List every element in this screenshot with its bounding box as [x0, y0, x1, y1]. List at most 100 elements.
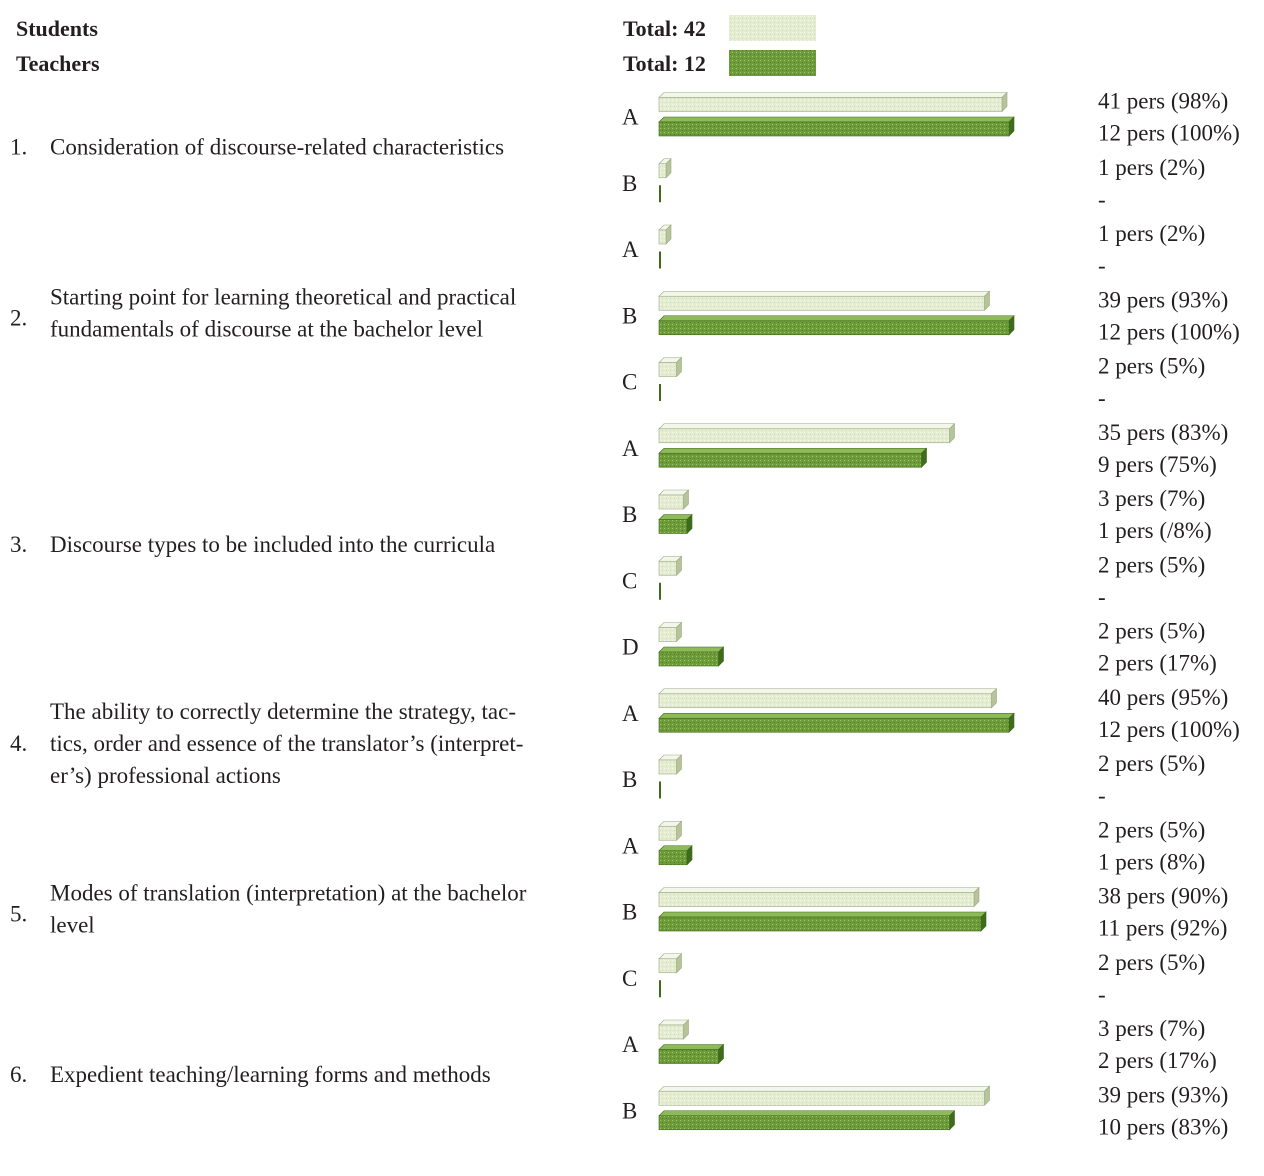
bar-students-q3-a-front — [658, 428, 950, 444]
bar-teachers-q3-d-top — [658, 646, 725, 653]
option-label-q4-b: B — [622, 767, 637, 792]
bar-students-q2-c-front — [658, 362, 677, 377]
question-text-1-line-1: Consideration of discourse-related chara… — [50, 135, 504, 160]
question-text-5-line-1: Modes of translation (interpretation) at… — [50, 881, 527, 906]
bar-students-q3-d-front — [658, 627, 677, 642]
value-students-q2-c: 2 pers (5%) — [1098, 354, 1205, 379]
legend-label-teachers: Teachers — [16, 51, 100, 76]
question-number-6: 6. — [10, 1062, 27, 1087]
bar-students-q6-b-front — [658, 1090, 985, 1106]
question-text-4-line-1: The ability to correctly determine the s… — [50, 699, 516, 724]
legend-swatch-students — [729, 15, 816, 41]
bar-teachers-q3-a-front — [658, 452, 922, 468]
question-text-5-line-2: level — [50, 913, 95, 938]
bar-students-q5-c-front — [658, 958, 677, 974]
bar-teachers-q5-c-stub — [659, 980, 661, 998]
bar-teachers-q5-b-top — [658, 911, 987, 918]
value-teachers-q3-b: 1 pers (/8%) — [1098, 518, 1212, 543]
bar-teachers-q2-b-top — [658, 315, 1015, 322]
value-students-q6-a: 3 pers (7%) — [1098, 1016, 1205, 1041]
question-text-6-line-1: Expedient teaching/learning forms and me… — [50, 1062, 491, 1087]
bar-students-q1-a-front — [658, 97, 1003, 112]
bar-students-q6-a — [658, 1019, 690, 1040]
bar-teachers-q3-a-top — [658, 447, 928, 454]
bar-teachers-q4-a-top — [658, 712, 1015, 719]
question-number-1: 1. — [10, 135, 27, 160]
bar-students-q4-a-top — [658, 688, 998, 695]
value-students-q4-a: 40 pers (95%) — [1098, 685, 1228, 710]
bar-students-q5-a — [658, 820, 683, 841]
bar-students-q1-a-top — [658, 92, 1008, 98]
bar-teachers-q6-a — [658, 1043, 725, 1065]
bar-teachers-q2-b — [658, 315, 1015, 336]
bar-teachers-q1-b-stub — [659, 185, 661, 203]
bar-teachers-q4-a-front — [658, 717, 1010, 733]
option-label-q2-b: B — [622, 303, 637, 328]
bar-students-q4-a-front — [658, 693, 992, 709]
bar-teachers-q5-a-front — [658, 850, 688, 866]
legend-total-students: Total: 42 — [623, 16, 706, 41]
bar-teachers-q3-d — [658, 646, 725, 667]
bar-students-q3-b — [658, 489, 690, 510]
option-label-q6-a: A — [622, 1032, 639, 1057]
bar-teachers-q5-a-top — [658, 845, 693, 852]
question-text-3-line-1: Discourse types to be included into the … — [50, 532, 495, 557]
bar-students-q4-b — [658, 754, 683, 775]
bar-students-q1-a — [658, 91, 1008, 113]
bar-students-q2-b-top — [658, 290, 991, 297]
value-teachers-q1-a: 12 pers (100%) — [1098, 121, 1240, 146]
question-number-2: 2. — [10, 305, 27, 330]
bar-students-q3-b-front — [658, 494, 684, 510]
value-students-q1-a: 41 pers (98%) — [1098, 89, 1228, 114]
bar-students-q5-b-front — [658, 892, 975, 907]
bar-teachers-q1-b — [659, 185, 661, 203]
bar-teachers-q5-b-front — [658, 916, 982, 932]
value-teachers-q3-c: - — [1098, 584, 1106, 609]
value-teachers-q4-b: - — [1098, 783, 1106, 808]
bar-teachers-q6-b-front — [658, 1115, 950, 1131]
bar-students-q3-a-top — [658, 423, 956, 430]
bar-teachers-q2-b-front — [658, 320, 1010, 336]
value-teachers-q5-b: 11 pers (92%) — [1098, 916, 1227, 941]
value-students-q5-b: 38 pers (90%) — [1098, 884, 1228, 909]
bar-teachers-q6-a-front — [658, 1049, 719, 1064]
bar-students-q3-a — [658, 423, 956, 444]
value-students-q2-a: 1 pers (2%) — [1098, 221, 1205, 246]
question-number-5: 5. — [10, 902, 27, 927]
option-label-q4-a: A — [622, 701, 639, 726]
bar-teachers-q6-a-top — [658, 1044, 725, 1050]
bar-students-q6-a-front — [658, 1024, 684, 1040]
question-number-3: 3. — [10, 532, 27, 557]
value-students-q3-d: 2 pers (5%) — [1098, 619, 1205, 644]
value-teachers-q4-a: 12 pers (100%) — [1098, 717, 1240, 742]
value-students-q3-c: 2 pers (5%) — [1098, 552, 1205, 577]
legend-total-teachers: Total: 12 — [623, 51, 706, 76]
bar-teachers-q2-c — [659, 384, 661, 401]
bar-teachers-q2-a-stub — [659, 251, 661, 269]
value-students-q2-b: 39 pers (93%) — [1098, 287, 1228, 312]
bar-teachers-q2-c-stub — [659, 384, 661, 401]
bar-teachers-q2-a — [659, 251, 661, 269]
option-label-q3-c: C — [622, 568, 637, 593]
bar-students-q2-b-front — [658, 295, 985, 311]
bar-teachers-q1-a — [658, 116, 1015, 137]
bar-students-q4-b-front — [658, 759, 677, 775]
value-teachers-q2-c: - — [1098, 386, 1106, 411]
value-teachers-q2-a: - — [1098, 253, 1106, 278]
bar-students-q6-b-top — [658, 1085, 991, 1092]
option-label-q6-b: B — [622, 1098, 637, 1123]
bar-teachers-q4-b-stub — [659, 781, 661, 799]
value-students-q6-b: 39 pers (93%) — [1098, 1082, 1228, 1107]
value-teachers-q2-b: 12 pers (100%) — [1098, 319, 1240, 344]
bar-teachers-q3-b-front — [658, 519, 688, 534]
bar-teachers-q4-b — [659, 781, 661, 799]
value-teachers-q5-a: 1 pers (8%) — [1098, 849, 1205, 874]
bar-teachers-q3-b — [658, 513, 693, 535]
option-label-q2-a: A — [622, 237, 639, 262]
bar-teachers-q3-d-front — [658, 651, 719, 667]
question-text-4-line-2: tics, order and essence of the translato… — [50, 731, 523, 756]
value-students-q5-a: 2 pers (5%) — [1098, 817, 1205, 842]
option-label-q1-a: A — [622, 105, 639, 130]
option-label-q3-b: B — [622, 502, 637, 527]
